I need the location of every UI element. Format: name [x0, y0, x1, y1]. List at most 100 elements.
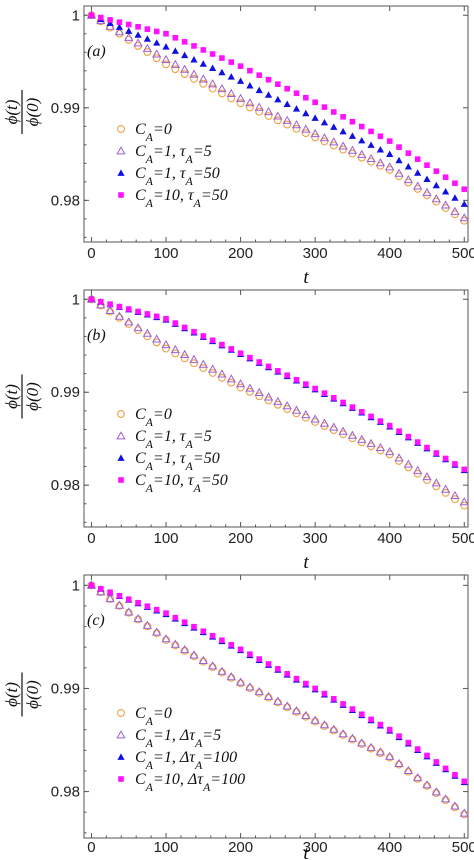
plot-frame	[83, 5, 469, 243]
x-tick-label: 0	[87, 839, 95, 856]
y-label-denominator: ϕ(0)	[23, 97, 42, 126]
data-point	[135, 24, 141, 30]
legend-label: CA=10, ΔτA=100	[135, 771, 245, 794]
data-point	[433, 450, 440, 456]
data-point	[152, 627, 162, 636]
data-point	[142, 43, 153, 52]
data-point	[107, 301, 113, 307]
data-point	[116, 19, 123, 25]
data-point	[256, 72, 263, 78]
data-point	[179, 644, 190, 654]
data-point	[125, 21, 132, 28]
data-point	[396, 144, 402, 150]
y-axis-label: ϕ(t) ϕ(0)	[2, 672, 42, 717]
data-point	[377, 418, 384, 424]
data-point	[283, 703, 292, 712]
y-tick-label: 0.99	[51, 384, 80, 401]
data-point	[321, 390, 328, 396]
data-point	[245, 103, 254, 112]
data-point	[375, 442, 386, 452]
x-axis-label: t	[303, 552, 309, 573]
data-point	[311, 133, 320, 142]
data-point	[198, 359, 208, 368]
data-point	[404, 767, 413, 776]
data-point	[265, 363, 272, 370]
series-4	[88, 582, 468, 785]
data-point	[207, 79, 218, 88]
data-point	[207, 661, 218, 670]
data-point	[171, 47, 179, 54]
data-point	[263, 691, 274, 700]
data-point	[414, 746, 421, 752]
data-point	[310, 715, 320, 724]
data-point	[235, 379, 246, 388]
data-point	[236, 99, 245, 108]
data-point	[125, 596, 132, 603]
data-point	[347, 430, 358, 439]
data-point	[424, 162, 430, 168]
data-point	[227, 94, 236, 103]
data-point	[396, 428, 402, 434]
data-point	[236, 77, 245, 84]
data-point	[319, 418, 330, 427]
x-axis-label: t	[303, 267, 309, 288]
data-point	[349, 404, 356, 410]
data-point	[357, 149, 367, 158]
data-point	[162, 43, 170, 50]
data-point	[442, 187, 450, 195]
data-point	[114, 311, 125, 320]
y-tick-label: 0.98	[51, 477, 80, 494]
data-point	[386, 138, 393, 144]
data-point	[97, 298, 104, 305]
data-point	[179, 349, 190, 358]
data-point	[375, 158, 386, 167]
data-point	[181, 51, 189, 59]
data-point	[106, 307, 115, 316]
data-point	[152, 629, 161, 638]
data-point	[134, 615, 143, 624]
data-point	[199, 60, 207, 67]
data-point	[172, 614, 179, 621]
data-point	[115, 23, 124, 30]
x-tick-label: 400	[377, 530, 402, 547]
data-point	[310, 128, 320, 138]
data-point	[264, 112, 273, 120]
legend-label: CA=1, τA=5	[135, 428, 212, 451]
data-point	[340, 399, 346, 406]
y-tick-label: 1	[72, 7, 80, 24]
data-point	[274, 95, 282, 103]
data-point	[256, 359, 263, 365]
data-point	[423, 175, 431, 182]
data-point	[124, 607, 134, 616]
data-point	[377, 721, 384, 728]
data-point	[189, 650, 199, 659]
data-point	[358, 136, 366, 144]
data-point	[245, 387, 254, 396]
data-point	[442, 765, 449, 772]
data-point	[263, 392, 274, 401]
data-point	[293, 675, 300, 682]
data-point	[144, 603, 151, 609]
data-point	[329, 137, 339, 146]
data-point	[376, 749, 385, 757]
data-point	[451, 495, 459, 504]
data-point	[191, 328, 197, 335]
data-point	[264, 396, 273, 405]
legend-label: CA=1, τA=50	[135, 450, 220, 473]
data-point	[386, 726, 393, 733]
x-tick-label: 300	[303, 530, 328, 547]
data-point	[442, 174, 449, 181]
data-point	[245, 383, 255, 392]
y-label-denominator: ϕ(0)	[23, 382, 42, 411]
data-point	[114, 27, 125, 36]
data-point	[217, 668, 226, 677]
data-point	[191, 43, 197, 49]
data-point	[347, 733, 358, 742]
x-tick-label: 100	[154, 839, 179, 856]
data-point	[432, 482, 441, 491]
data-point	[357, 434, 367, 443]
data-point	[255, 107, 264, 116]
data-point	[265, 661, 272, 667]
